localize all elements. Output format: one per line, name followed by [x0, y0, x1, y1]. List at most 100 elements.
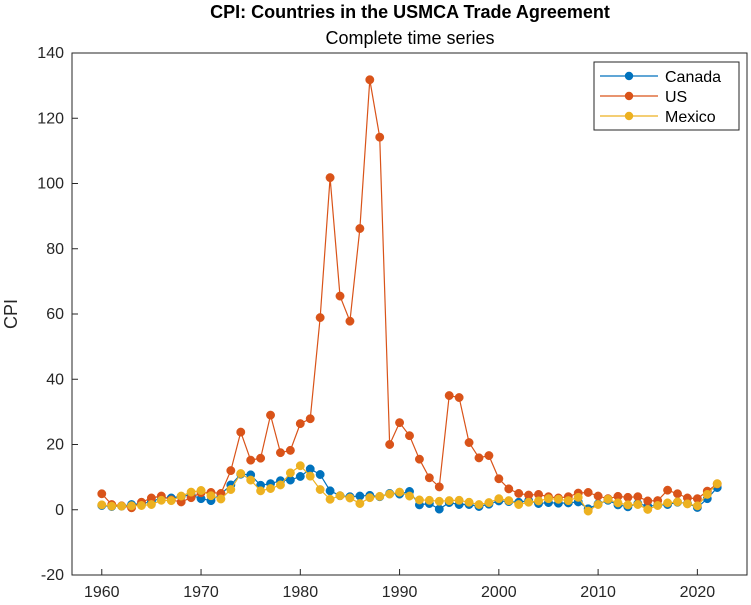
data-point-mexico [633, 500, 643, 509]
data-point-us [266, 410, 275, 420]
axis-ticks: -20 0 20 40 60 80 100 120 140 1960 1970 1980 1990 200… [37, 45, 715, 601]
data-point-mexico [464, 497, 474, 507]
data-point-us [355, 224, 365, 233]
data-point-mexico [137, 501, 146, 510]
data-point-mexico [345, 493, 355, 503]
data-point-us [514, 488, 524, 498]
chart-subtitle: Complete time series [325, 28, 494, 48]
data-point-mexico [107, 501, 117, 511]
x-tick-label: 1980 [283, 584, 319, 601]
data-point-mexico [603, 494, 613, 504]
y-tick-label: 140 [37, 45, 64, 62]
data-point-us [276, 448, 285, 458]
data-point-us [256, 453, 266, 463]
x-tick-label: 1990 [382, 584, 418, 601]
data-point-mexico [474, 500, 484, 509]
data-point-us [375, 132, 385, 142]
data-point-us [494, 474, 504, 484]
data-point-mexico [524, 497, 534, 507]
legend-marker-us [624, 91, 634, 101]
data-point-mexico [395, 487, 405, 497]
data-point-us [305, 414, 315, 424]
data-point-mexico [573, 492, 583, 502]
data-point-us [643, 496, 653, 506]
data-point-mexico [673, 497, 682, 507]
data-point-mexico [434, 496, 444, 506]
series-layer [97, 75, 722, 516]
data-point-mexico [385, 489, 395, 499]
data-point-mexico [276, 480, 285, 490]
data-point-us [395, 418, 405, 428]
data-point-us [405, 431, 414, 441]
data-point-mexico [146, 500, 156, 509]
data-point-canada [355, 491, 365, 501]
data-point-mexico [236, 469, 246, 478]
data-point-mexico [335, 491, 345, 501]
data-point-mexico [414, 495, 424, 505]
data-point-mexico [295, 461, 305, 471]
legend-label-us: US [665, 89, 687, 106]
series-mexico [97, 461, 722, 516]
x-tick-label: 2020 [680, 584, 716, 601]
data-point-mexico [682, 499, 692, 509]
data-point-mexico [583, 506, 593, 516]
y-tick-label: 20 [46, 437, 64, 454]
data-point-mexico [702, 489, 712, 499]
y-tick-label: 60 [46, 306, 64, 323]
data-point-us [295, 419, 305, 429]
data-point-mexico [593, 500, 603, 509]
data-point-mexico [216, 494, 226, 504]
y-tick-label: -20 [41, 567, 64, 584]
data-point-us [504, 484, 514, 494]
data-point-mexico [553, 494, 563, 504]
data-point-us [633, 492, 643, 502]
data-point-mexico [305, 471, 315, 481]
data-point-mexico [563, 496, 573, 506]
y-tick-label: 80 [46, 241, 64, 258]
data-point-us [464, 438, 474, 447]
data-point-mexico [504, 496, 514, 506]
data-point-mexico [514, 500, 524, 509]
data-point-mexico [643, 504, 653, 514]
legend: Canada US Mexico [593, 61, 740, 131]
legend-label-canada: Canada [665, 69, 721, 86]
data-point-us [226, 466, 236, 476]
data-point-us [97, 489, 107, 499]
y-tick-label: 100 [37, 176, 64, 193]
data-point-mexico [484, 498, 494, 508]
data-point-mexico [315, 485, 325, 494]
x-tick-label: 2010 [580, 584, 616, 601]
data-point-mexico [653, 501, 663, 510]
x-tick-label: 1970 [183, 584, 219, 601]
data-point-us [454, 393, 464, 402]
data-point-mexico [712, 479, 722, 489]
data-point-us [414, 454, 424, 464]
data-point-mexico [97, 500, 107, 510]
legend-label-mexico: Mexico [665, 109, 716, 126]
x-tick-label: 1960 [84, 584, 120, 601]
data-point-mexico [494, 494, 504, 504]
data-point-mexico [166, 496, 176, 506]
plot-frame [71, 52, 748, 576]
y-axis-label: CPI [1, 299, 21, 329]
data-point-mexico [127, 501, 137, 511]
data-point-us [474, 453, 484, 463]
data-point-mexico [325, 494, 335, 504]
data-point-us [246, 455, 256, 465]
data-point-canada [325, 486, 335, 496]
data-point-mexico [692, 501, 702, 511]
data-point-us [325, 173, 335, 183]
data-point-mexico [156, 495, 166, 505]
data-point-us [434, 482, 444, 492]
data-point-canada [434, 504, 444, 514]
data-point-mexico [623, 500, 633, 510]
data-point-mexico [355, 499, 365, 508]
data-point-us [335, 291, 345, 301]
data-point-mexico [544, 494, 553, 504]
data-point-mexico [365, 493, 375, 503]
data-point-us [583, 488, 593, 497]
data-point-us [365, 75, 375, 85]
data-point-us [444, 391, 454, 401]
x-tick-label: 2000 [481, 584, 517, 601]
